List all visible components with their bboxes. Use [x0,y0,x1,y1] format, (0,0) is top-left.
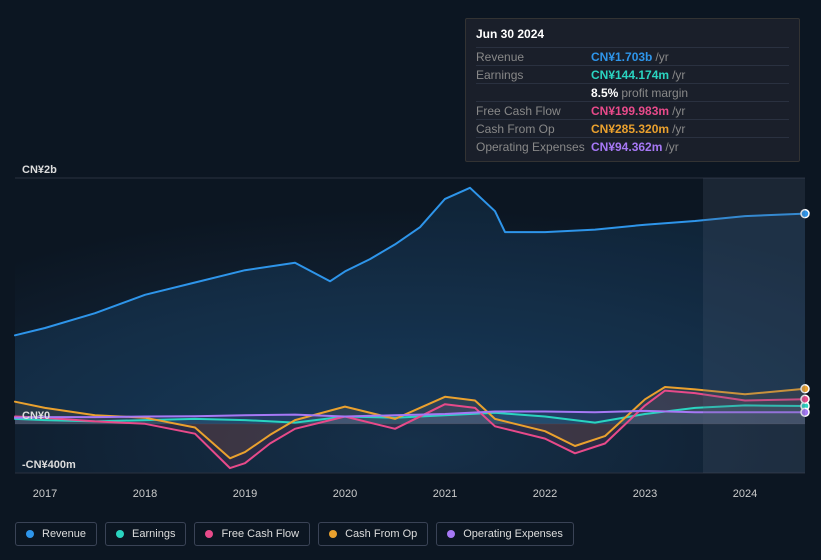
chart-legend: Revenue Earnings Free Cash Flow Cash From O… [15,522,574,546]
tooltip-row-suffix: /yr [672,104,685,118]
tooltip-date: Jun 30 2024 [476,25,789,47]
legend-item-operating-expenses[interactable]: Operating Expenses [436,522,574,546]
x-axis-label: 2022 [533,488,557,500]
tooltip-row-value: CN¥199.983m [591,104,669,118]
tooltip-row-label: Free Cash Flow [476,104,591,118]
tooltip-row-value: CN¥144.174m [591,68,669,82]
tooltip-row-value: CN¥1.703b [591,50,652,64]
y-axis-label: -CN¥400m [22,459,76,471]
x-axis-label: 2024 [733,488,757,500]
x-axis-label: 2019 [233,488,257,500]
x-axis-label: 2017 [33,488,57,500]
legend-item-cash-from-op[interactable]: Cash From Op [318,522,428,546]
tooltip-row-label: Revenue [476,50,591,64]
tooltip-row: 8.5%profit margin [476,83,789,101]
chart-tooltip: Jun 30 2024 RevenueCN¥1.703b/yrEarningsC… [465,18,800,162]
chart-plot [15,160,805,475]
legend-dot [116,530,124,538]
legend-item-revenue[interactable]: Revenue [15,522,97,546]
tooltip-row: EarningsCN¥144.174m/yr [476,65,789,83]
financials-chart[interactable]: CN¥2bCN¥0-CN¥400m 2017201820192020202120… [15,160,805,480]
x-axis-label: 2021 [433,488,457,500]
tooltip-row-label: Earnings [476,68,591,82]
legend-label: Operating Expenses [463,528,563,540]
tooltip-row-value: 8.5% [591,86,618,100]
tooltip-row: Free Cash FlowCN¥199.983m/yr [476,101,789,119]
legend-dot [205,530,213,538]
legend-dot [329,530,337,538]
tooltip-row-suffix: /yr [672,68,685,82]
legend-dot [447,530,455,538]
tooltip-row-label: Operating Expenses [476,140,591,154]
tooltip-row: RevenueCN¥1.703b/yr [476,47,789,65]
x-axis-label: 2018 [133,488,157,500]
x-axis-label: 2020 [333,488,357,500]
tooltip-row-suffix: profit margin [621,86,688,100]
legend-item-free-cash-flow[interactable]: Free Cash Flow [194,522,310,546]
y-axis-label: CN¥0 [22,410,50,422]
tooltip-row: Operating ExpensesCN¥94.362m/yr [476,137,789,155]
tooltip-row: Cash From OpCN¥285.320m/yr [476,119,789,137]
legend-label: Earnings [132,528,175,540]
x-axis-label: 2023 [633,488,657,500]
legend-label: Revenue [42,528,86,540]
forecast-band [703,178,805,473]
legend-label: Free Cash Flow [221,528,299,540]
tooltip-row-value: CN¥285.320m [591,122,669,136]
tooltip-row-label: Cash From Op [476,122,591,136]
legend-item-earnings[interactable]: Earnings [105,522,186,546]
tooltip-row-suffix: /yr [665,140,678,154]
tooltip-row-suffix: /yr [655,50,668,64]
y-axis-label: CN¥2b [22,164,57,176]
tooltip-row-value: CN¥94.362m [591,140,662,154]
legend-label: Cash From Op [345,528,417,540]
legend-dot [26,530,34,538]
tooltip-row-suffix: /yr [672,122,685,136]
